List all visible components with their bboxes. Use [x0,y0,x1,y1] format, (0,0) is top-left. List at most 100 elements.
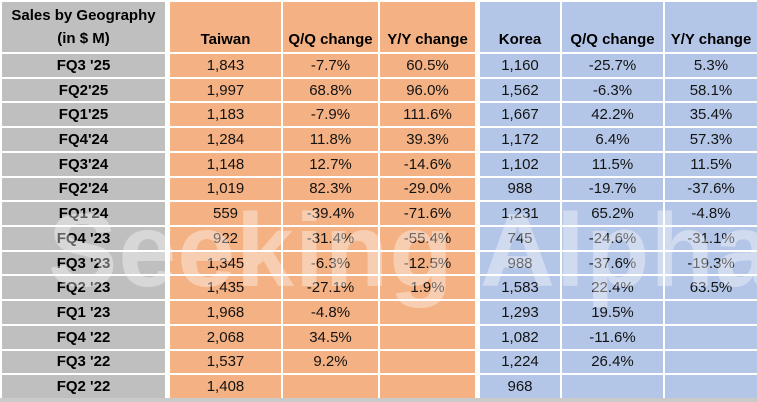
cell-korea-yy: 5.3% [665,54,757,77]
cell-taiwan-qq: -6.3% [283,251,378,275]
cell-korea-qq [562,375,663,398]
cell-korea: 1,172 [477,128,560,151]
row-label: FQ2 '22 [2,375,165,398]
cell-korea: 745 [477,226,560,250]
cell-taiwan-qq: 12.7% [283,152,378,176]
cell-korea: 1,583 [477,276,560,300]
cell-korea-yy [665,301,757,324]
cell-korea: 1,102 [477,152,560,176]
cell-taiwan-qq: 82.3% [283,177,378,201]
cell-taiwan-yy: 111.6% [380,103,475,127]
cell-korea: 1,224 [477,350,560,374]
cell-taiwan: 1,537 [167,350,281,374]
cell-korea-yy: -31.1% [665,226,757,250]
cell-taiwan-yy: 1.9% [380,276,475,300]
row-label: FQ2'24 [2,177,165,201]
cell-korea: 1,562 [477,78,560,102]
cell-korea-qq: 11.5% [562,152,663,176]
cell-taiwan: 1,284 [167,128,281,151]
table-title-line1: Sales by Geography [11,6,156,24]
cell-taiwan-qq: 68.8% [283,78,378,102]
cell-korea-yy: 58.1% [665,78,757,102]
cell-taiwan-yy: 96.0% [380,78,475,102]
cell-korea-qq: 65.2% [562,202,663,225]
cell-korea-qq: -25.7% [562,54,663,77]
table-title: Sales by Geography (in $ M) [2,2,165,52]
cell-korea-qq: -24.6% [562,226,663,250]
cell-korea-qq: 42.2% [562,103,663,127]
cell-taiwan: 559 [167,202,281,225]
cell-taiwan-yy: 39.3% [380,128,475,151]
cell-taiwan-yy [380,350,475,374]
cell-korea: 1,667 [477,103,560,127]
row-label: FQ3 '25 [2,54,165,77]
row-label: FQ4 '23 [2,226,165,250]
row-label: FQ2 '23 [2,276,165,300]
cell-taiwan-qq: 11.8% [283,128,378,151]
cell-taiwan: 922 [167,226,281,250]
table-title-line2: (in $ M) [57,30,110,47]
cell-taiwan-qq [283,375,378,398]
cell-korea-qq: -11.6% [562,325,663,349]
row-label: FQ4'24 [2,128,165,151]
cell-korea: 1,082 [477,325,560,349]
cell-korea-yy [665,325,757,349]
cell-taiwan: 2,068 [167,325,281,349]
row-label: FQ3 '23 [2,251,165,275]
cell-korea-qq: 6.4% [562,128,663,151]
row-label: FQ2'25 [2,78,165,102]
cell-korea-qq: 22.4% [562,276,663,300]
cell-taiwan-qq: -27.1% [283,276,378,300]
cell-taiwan-yy: -55.4% [380,226,475,250]
cell-korea-qq: 19.5% [562,301,663,324]
cell-taiwan-qq: 34.5% [283,325,378,349]
cell-taiwan: 1,435 [167,276,281,300]
cell-korea-yy: 63.5% [665,276,757,300]
column-header-korea: Korea [477,2,560,52]
row-label: FQ4 '22 [2,325,165,349]
cell-taiwan: 1,345 [167,251,281,275]
cell-korea-yy: -19.3% [665,251,757,275]
cell-korea-qq: -6.3% [562,78,663,102]
cell-taiwan-yy: -14.6% [380,152,475,176]
cell-taiwan-yy: -29.0% [380,177,475,201]
row-label: FQ1'24 [2,202,165,225]
cell-taiwan-qq: -7.9% [283,103,378,127]
cell-korea-yy: 35.4% [665,103,757,127]
cell-taiwan: 1,843 [167,54,281,77]
cell-taiwan-yy [380,325,475,349]
column-header-taiwan: Taiwan [167,2,281,52]
column-header-taiwan-qq: Q/Q change [283,2,378,52]
cell-korea-yy: -37.6% [665,177,757,201]
cell-taiwan-qq: -31.4% [283,226,378,250]
cell-taiwan-yy: -71.6% [380,202,475,225]
cell-taiwan: 1,019 [167,177,281,201]
cell-korea-qq: -19.7% [562,177,663,201]
cell-taiwan-yy [380,301,475,324]
cell-taiwan-yy [380,375,475,398]
cell-taiwan: 1,997 [167,78,281,102]
cell-korea: 1,231 [477,202,560,225]
row-label: FQ1 '23 [2,301,165,324]
cell-taiwan-qq: -7.7% [283,54,378,77]
cell-taiwan: 1,408 [167,375,281,398]
cell-korea-yy: -4.8% [665,202,757,225]
cell-korea: 1,160 [477,54,560,77]
row-label: FQ3 '22 [2,350,165,374]
cell-korea: 968 [477,375,560,398]
cell-taiwan: 1,183 [167,103,281,127]
row-label: FQ1'25 [2,103,165,127]
cell-korea-qq: -37.6% [562,251,663,275]
cell-korea-yy [665,375,757,398]
cell-taiwan: 1,148 [167,152,281,176]
column-header-taiwan-yy: Y/Y change [380,2,475,52]
cell-taiwan: 1,968 [167,301,281,324]
column-header-korea-qq: Q/Q change [562,2,663,52]
cell-korea-qq: 26.4% [562,350,663,374]
cell-korea: 1,293 [477,301,560,324]
row-label: FQ3'24 [2,152,165,176]
cell-korea-yy: 57.3% [665,128,757,151]
cell-taiwan-qq: 9.2% [283,350,378,374]
